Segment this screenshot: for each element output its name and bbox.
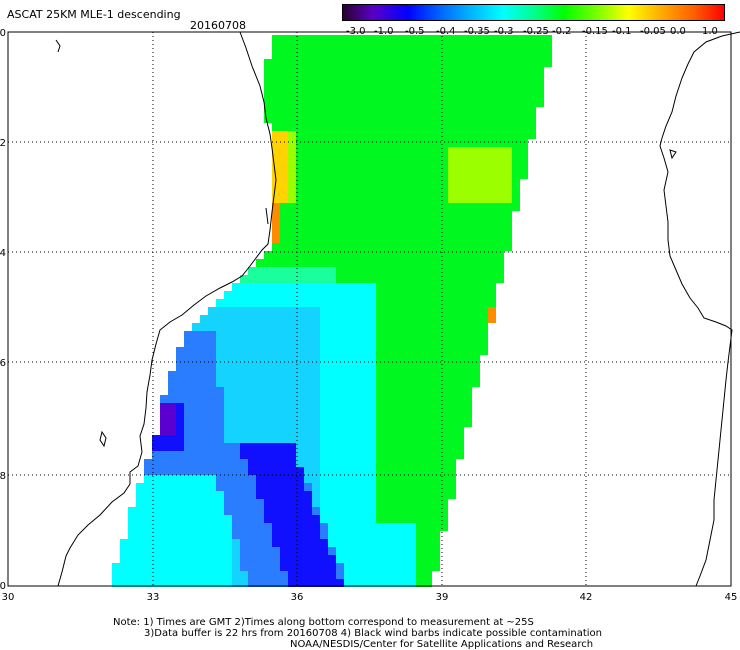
wind-map: -20-22-24-26-28-303033363942456:206:19 [0, 28, 740, 600]
footer-note-2: 3)Data buffer is 22 hrs from 20160708 4)… [144, 628, 602, 639]
footer-note-1: Note: 1) Times are GMT 2)Times along bot… [113, 617, 534, 628]
colorbar [342, 4, 725, 21]
lat-label: -24 [0, 248, 6, 259]
lon-label: 36 [291, 592, 304, 600]
lat-lon-grid [8, 32, 731, 586]
lat-label: -20 [0, 28, 6, 39]
plot-frame [7, 31, 732, 587]
lat-label: -28 [0, 471, 6, 482]
product-title: ASCAT 25KM MLE-1 descending [7, 8, 181, 21]
lon-label: 45 [725, 592, 738, 600]
lon-label: 33 [147, 592, 160, 600]
wind-swath [112, 35, 552, 587]
footer-credit: NOAA/NESDIS/Center for Satellite Applica… [290, 639, 594, 650]
lat-label: -26 [0, 358, 6, 369]
axis-labels: -20-22-24-26-28-303033363942456:206:19 [0, 28, 737, 600]
lon-label: 39 [436, 592, 449, 600]
lon-label: 30 [2, 592, 15, 600]
lat-label: -30 [0, 581, 6, 592]
lon-label: 42 [580, 592, 593, 600]
lat-label: -22 [0, 138, 6, 149]
product-date: 20160708 [190, 19, 246, 32]
africa-coastline [55, 31, 740, 587]
